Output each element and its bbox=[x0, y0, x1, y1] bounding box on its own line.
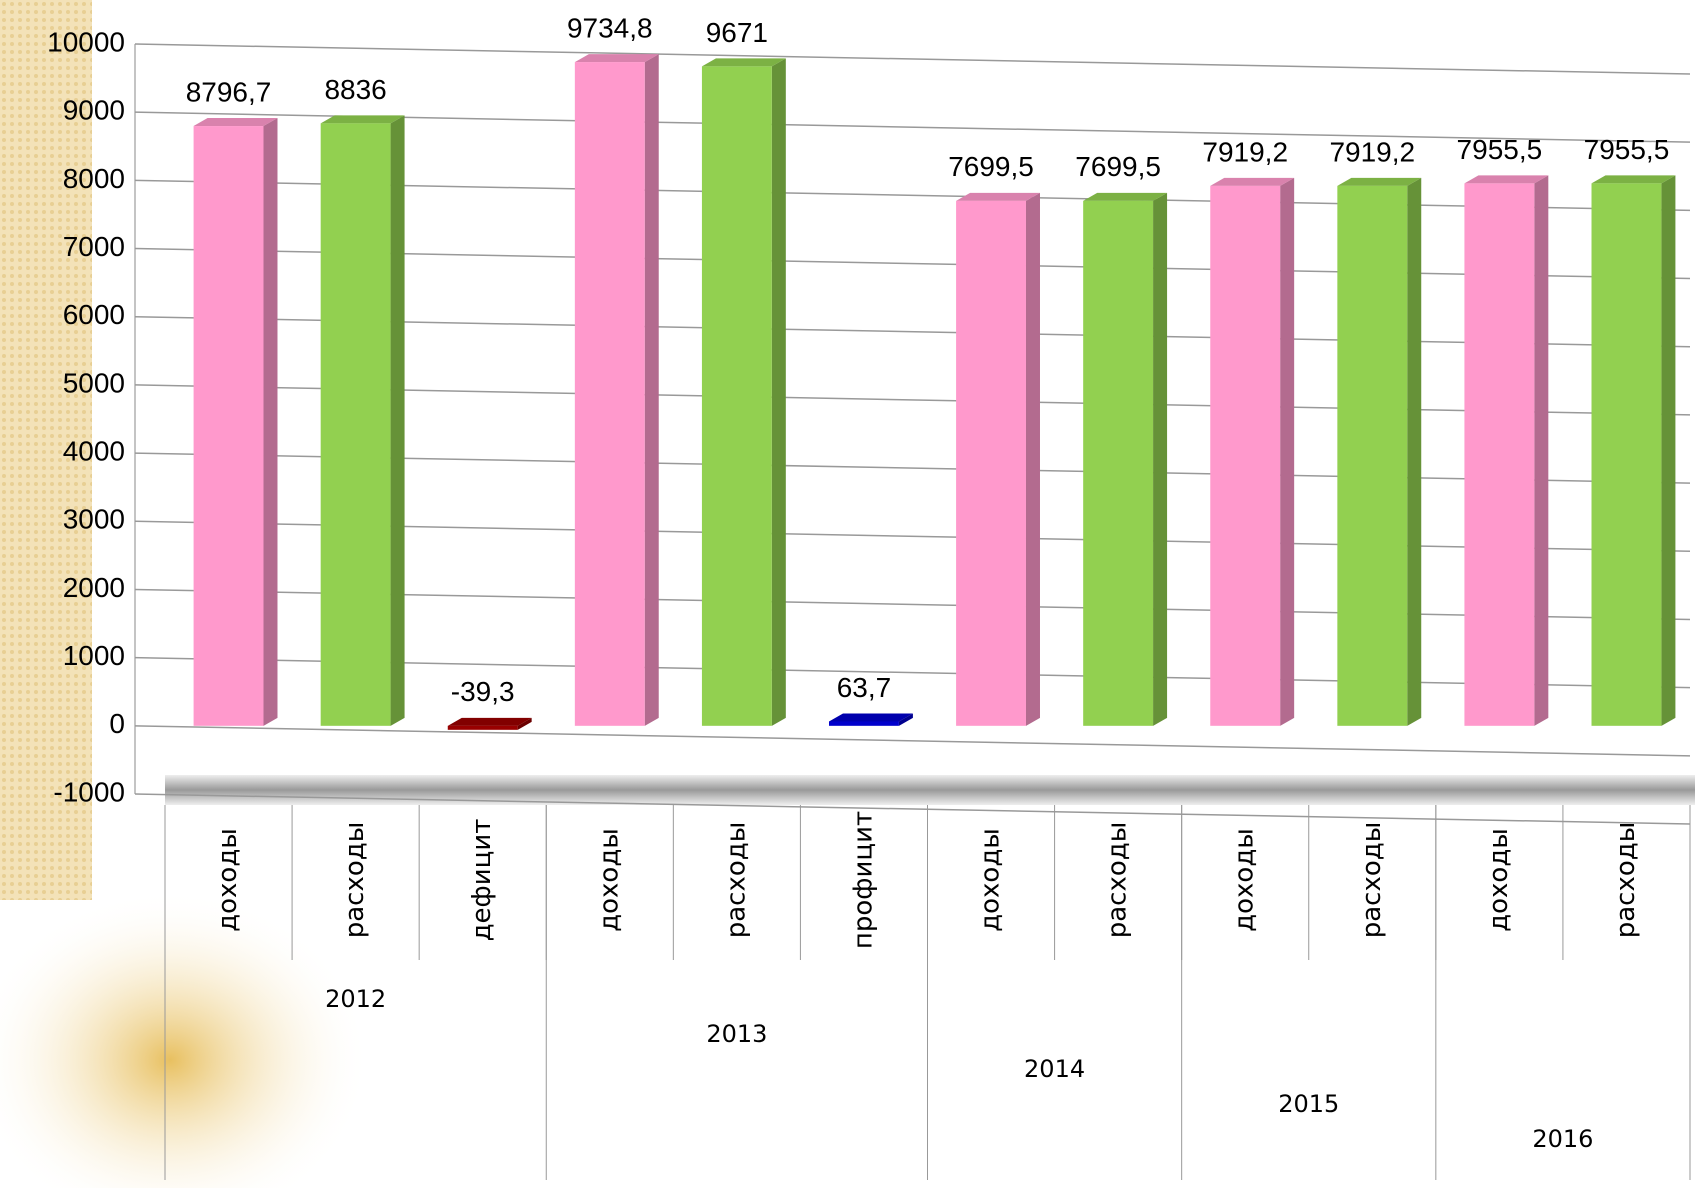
bar bbox=[1210, 185, 1281, 726]
bar-top bbox=[320, 115, 405, 124]
bar-side bbox=[390, 115, 405, 726]
bar-top bbox=[193, 118, 278, 127]
bar-side bbox=[1153, 192, 1168, 726]
y-tick-label: 10000 bbox=[47, 26, 125, 57]
group-label: 2016 bbox=[1532, 1125, 1593, 1153]
y-tick-label: 9000 bbox=[63, 95, 125, 126]
x-tick-label: доходы bbox=[1230, 828, 1260, 932]
bar-top bbox=[1464, 175, 1549, 184]
x-tick-label: дефицит bbox=[467, 819, 497, 942]
bar bbox=[1591, 183, 1662, 726]
y-tick-label: 7000 bbox=[63, 231, 125, 262]
value-label: 7955,5 bbox=[1584, 134, 1670, 165]
value-label: 8836 bbox=[324, 74, 386, 105]
y-tick-label: 6000 bbox=[63, 299, 125, 330]
bar-side bbox=[1025, 192, 1040, 726]
group-label: 2012 bbox=[325, 985, 386, 1013]
bar-side bbox=[644, 54, 659, 726]
bar-top bbox=[1591, 175, 1676, 184]
grid-line bbox=[134, 793, 1691, 825]
value-label: 9734,8 bbox=[567, 12, 653, 43]
bar-top bbox=[1083, 192, 1168, 201]
bar bbox=[956, 200, 1026, 726]
value-label: 9671 bbox=[706, 17, 768, 48]
bar bbox=[193, 126, 264, 726]
bar-top bbox=[1210, 177, 1295, 186]
value-label: -39,3 bbox=[451, 676, 515, 707]
money-bag bbox=[0, 890, 370, 1188]
y-tick-label: 3000 bbox=[63, 504, 125, 535]
bar bbox=[574, 62, 645, 726]
y-tick-label: 8000 bbox=[63, 163, 125, 194]
x-tick-label: расходы bbox=[1611, 822, 1641, 939]
x-tick-label: расходы bbox=[721, 822, 751, 939]
value-label: 63,7 bbox=[837, 672, 892, 703]
bar-top bbox=[701, 58, 786, 67]
grid-line bbox=[134, 725, 1691, 757]
bar bbox=[701, 66, 772, 726]
bar-top bbox=[829, 713, 913, 722]
bar-side bbox=[1280, 177, 1295, 726]
group-label: 2015 bbox=[1278, 1090, 1339, 1118]
value-label: 7699,5 bbox=[1075, 151, 1161, 182]
x-tick-label: доходы bbox=[976, 828, 1006, 932]
background-strip bbox=[0, 0, 92, 900]
y-tick-label: -1000 bbox=[53, 776, 125, 807]
group-label: 2013 bbox=[706, 1020, 767, 1048]
bar-side bbox=[1407, 177, 1422, 726]
bar-side bbox=[1534, 175, 1549, 726]
bar-side bbox=[1661, 175, 1676, 726]
bar bbox=[447, 725, 518, 730]
grid-line bbox=[134, 43, 1691, 75]
x-tick-label: доходы bbox=[1484, 828, 1514, 932]
bar bbox=[1083, 200, 1154, 726]
group-label: 2014 bbox=[1024, 1055, 1085, 1083]
value-label: 7919,2 bbox=[1329, 136, 1415, 167]
bar-side bbox=[263, 118, 278, 726]
x-tick-label: расходы bbox=[1103, 822, 1133, 939]
bar bbox=[829, 721, 899, 726]
bar bbox=[1464, 183, 1535, 726]
y-tick-label: 5000 bbox=[63, 367, 125, 398]
bar bbox=[1337, 185, 1408, 726]
bar-top bbox=[447, 717, 532, 726]
bar-side bbox=[898, 713, 913, 726]
value-label: 7699,5 bbox=[948, 151, 1034, 182]
x-tick-label: профицит bbox=[848, 811, 878, 949]
floor bbox=[165, 775, 1695, 805]
x-tick-label: доходы bbox=[213, 828, 243, 932]
value-label: 7955,5 bbox=[1457, 134, 1543, 165]
bar-side bbox=[517, 717, 532, 730]
bar-top bbox=[574, 54, 659, 63]
y-tick-label: 2000 bbox=[63, 572, 125, 603]
value-label: 7919,2 bbox=[1202, 136, 1288, 167]
y-tick-label: 4000 bbox=[63, 435, 125, 466]
bar-top bbox=[956, 192, 1040, 201]
x-tick-label: доходы bbox=[594, 828, 624, 932]
bar bbox=[320, 123, 391, 726]
x-tick-label: расходы bbox=[1357, 822, 1387, 939]
value-label: 8796,7 bbox=[186, 76, 272, 107]
bar-side bbox=[771, 58, 786, 726]
y-tick-label: 1000 bbox=[63, 640, 125, 671]
y-tick-label: 0 bbox=[109, 708, 125, 739]
x-tick-label: расходы bbox=[340, 822, 370, 939]
bar-top bbox=[1337, 177, 1422, 186]
